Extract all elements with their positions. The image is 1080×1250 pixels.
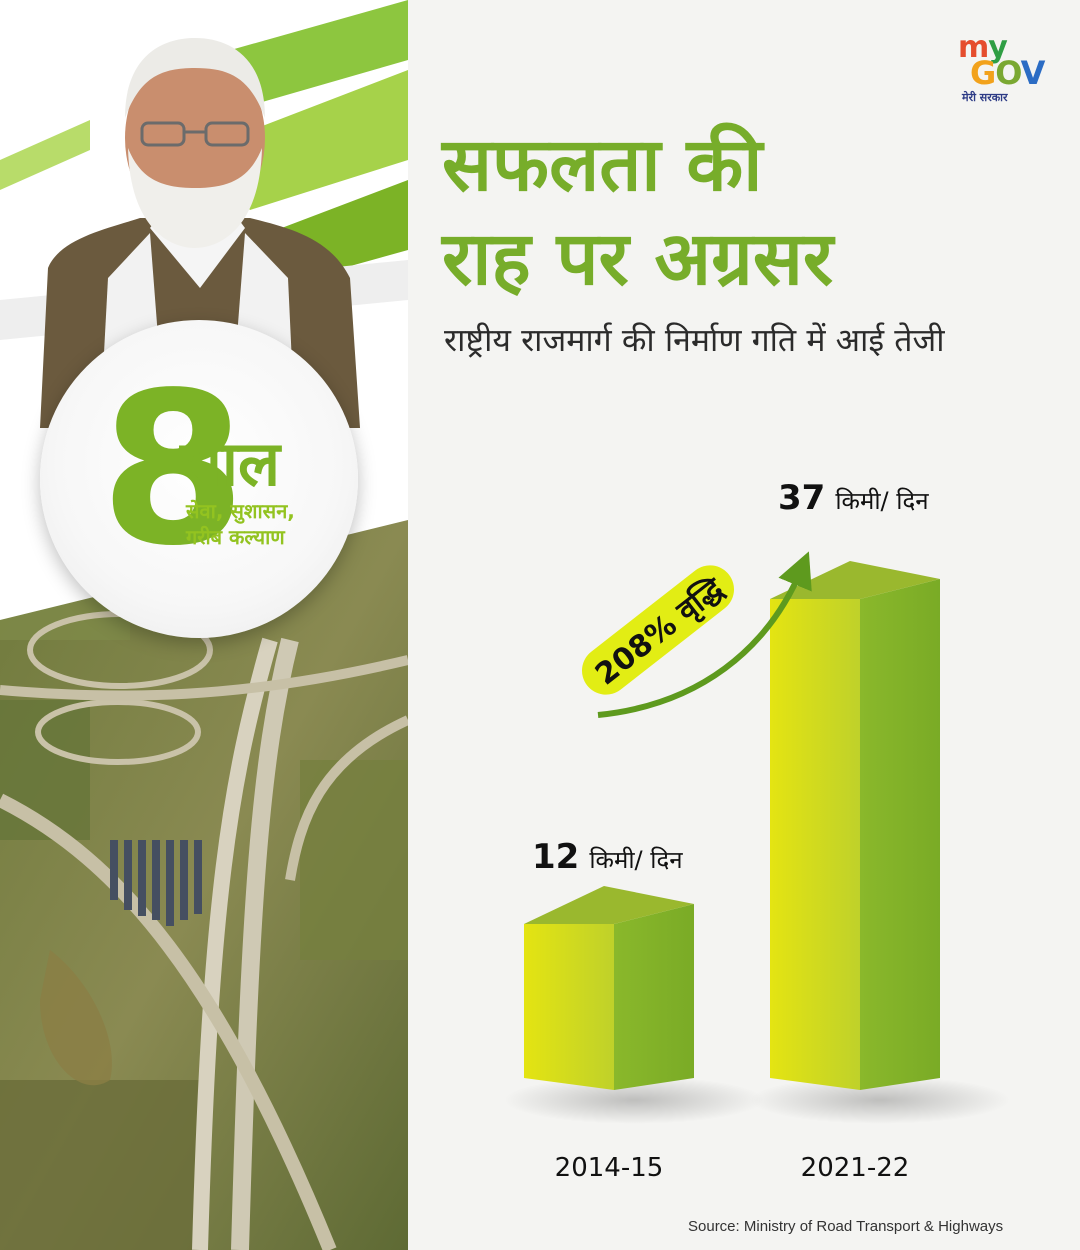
value-number: 12	[532, 837, 579, 877]
bar-chart: 2014-15 12 किमी/ दिन 2021-22 37 किमी/ दिन 208…	[504, 478, 1010, 1183]
badge-subtitle: सेवा, सुशासन, गरीब कल्याण	[186, 499, 295, 549]
bar-side-2021-22	[860, 579, 940, 1090]
eight-years-badge: 8 साल सेवा, सुशासन, गरीब कल्याण	[40, 320, 358, 638]
logo-m: m	[958, 30, 989, 65]
category-label: 2014-15	[555, 1153, 664, 1183]
bar-shadow	[750, 1076, 1010, 1124]
growth-arrow	[597, 551, 812, 718]
bar-front-2021-22	[770, 599, 860, 1090]
value-number: 37	[778, 478, 825, 518]
bar-side-2014-15	[614, 904, 694, 1090]
growth-label: 208% वृद्धि	[588, 570, 731, 693]
growth-pill: 208% वृद्धि	[581, 565, 735, 695]
category-label: 2021-22	[801, 1153, 910, 1183]
badge-word: साल	[180, 427, 281, 500]
badge-number: 8	[100, 347, 246, 592]
bar-top-2014-15	[524, 886, 694, 924]
value-label: 37 किमी/ दिन	[778, 478, 929, 518]
subheadline: राष्ट्रीय राजमार्ग की निर्माण गति में आई…	[444, 321, 945, 359]
bar-front-2014-15	[524, 924, 614, 1090]
logo-gov: GOV	[970, 54, 1045, 92]
headline: सफलता की राह पर अग्रसर	[442, 122, 834, 302]
left-panel: 8 साल सेवा, सुशासन, गरीब कल्याण	[0, 0, 408, 1250]
value-unit: किमी/ दिन	[589, 846, 683, 874]
value-unit: किमी/ दिन	[835, 487, 929, 515]
logo-tagline: मेरी सरकार	[962, 91, 1008, 104]
bar-top-2021-22	[770, 561, 940, 599]
value-label: 12 किमी/ दिन	[532, 837, 683, 877]
source-note: Source: Ministry of Road Transport & Hig…	[688, 1218, 1004, 1235]
logo-y: y	[988, 30, 1008, 65]
bar-shadow	[504, 1076, 764, 1124]
logo-my: my	[958, 30, 1008, 65]
mygov-logo: my GOV मेरी सरकार	[958, 30, 1054, 120]
